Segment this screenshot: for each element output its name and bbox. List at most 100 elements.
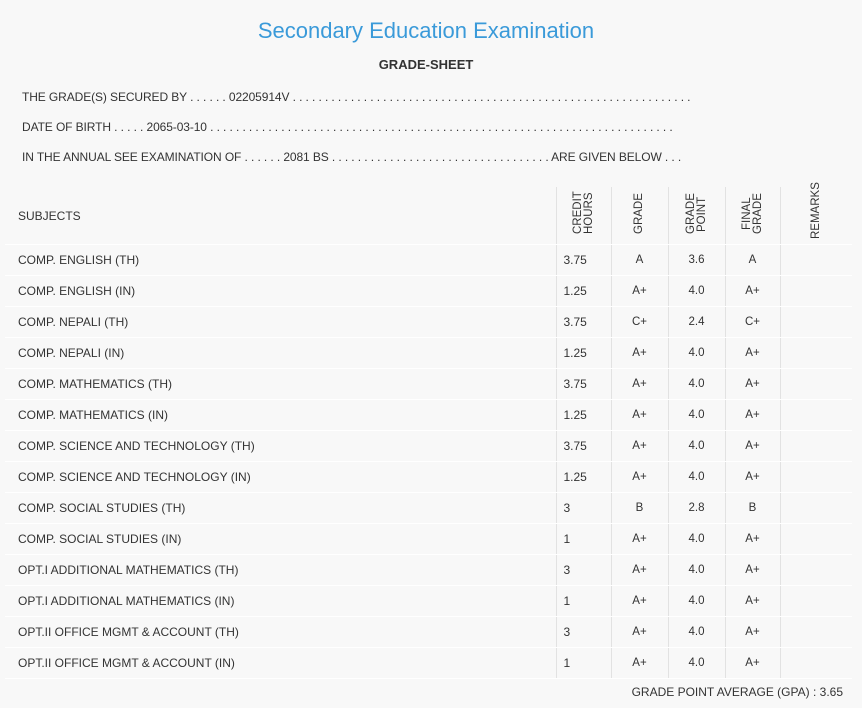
gpa-value: 3.65	[819, 685, 843, 699]
value-cell: 1	[555, 523, 611, 555]
value-cell: A+	[724, 523, 780, 555]
value-cell: 4.0	[667, 337, 725, 369]
value-cell: A+	[724, 430, 780, 462]
value-cell: 4.0	[667, 461, 725, 493]
value-cell: 4.0	[667, 275, 725, 307]
subtitle: GRADE-SHEET	[378, 57, 474, 72]
info-line: DATE OF BIRTH . . . . . 2065-03-10 . . .…	[22, 120, 673, 134]
table-row: COMP. MATHEMATICS (IN) 1.25 A+ 4.0 A+	[5, 399, 852, 431]
remarks-cell	[779, 306, 852, 338]
value-cell: 1	[555, 585, 611, 617]
remarks-cell	[779, 337, 852, 369]
subject-cell: OPT.II OFFICE MGMT & ACCOUNT (TH)	[5, 616, 556, 648]
subject-cell: COMP. SCIENCE AND TECHNOLOGY (IN)	[5, 461, 556, 493]
table-row: COMP. NEPALI (TH) 3.75 C+ 2.4 C+	[5, 306, 852, 338]
value-cell: 1	[555, 647, 611, 679]
value-cell: 4.0	[667, 368, 725, 400]
table-row: COMP. SOCIAL STUDIES (TH) 3 B 2.8 B	[5, 492, 852, 524]
value-cell: 1.25	[555, 275, 611, 307]
value-cell: A+	[724, 337, 780, 369]
value-cell: A	[724, 244, 780, 276]
table-row: COMP. MATHEMATICS (TH) 3.75 A+ 4.0 A+	[5, 368, 852, 400]
value-cell: B	[724, 492, 780, 524]
value-cell: A+	[724, 461, 780, 493]
subject-cell: COMP. SCIENCE AND TECHNOLOGY (TH)	[5, 430, 556, 462]
column-header: GRADE	[610, 187, 668, 245]
column-header: FINAL GRADE	[724, 187, 780, 245]
value-cell: A+	[610, 616, 668, 648]
value-cell: 4.0	[667, 523, 725, 555]
column-header-text: REMARKS	[809, 182, 822, 240]
remarks-cell	[779, 585, 852, 617]
value-cell: A+	[724, 399, 780, 431]
subject-cell: OPT.I ADDITIONAL MATHEMATICS (TH)	[5, 554, 556, 586]
value-cell: 1.25	[555, 399, 611, 431]
value-cell: A+	[610, 523, 668, 555]
value-cell: A	[610, 244, 668, 276]
column-header-text: FINAL GRADE	[740, 193, 764, 234]
subject-cell: COMP. NEPALI (IN)	[5, 337, 556, 369]
subject-cell: COMP. ENGLISH (TH)	[5, 244, 556, 276]
remarks-cell	[779, 523, 852, 555]
value-cell: 2.8	[667, 492, 725, 524]
value-cell: A+	[724, 647, 780, 679]
value-cell: A+	[610, 337, 668, 369]
table-row: COMP. NEPALI (IN) 1.25 A+ 4.0 A+	[5, 337, 852, 369]
value-cell: A+	[724, 368, 780, 400]
subject-cell: OPT.II OFFICE MGMT & ACCOUNT (IN)	[5, 647, 556, 679]
subject-cell: COMP. MATHEMATICS (TH)	[5, 368, 556, 400]
table-row: COMP. SCIENCE AND TECHNOLOGY (IN) 1.25 A+ 4…	[5, 461, 852, 493]
value-cell: 1.25	[555, 461, 611, 493]
remarks-cell	[779, 461, 852, 493]
value-cell: 4.0	[667, 430, 725, 462]
table-row: OPT.I ADDITIONAL MATHEMATICS (IN) 1 A+ 4.0 A…	[5, 585, 852, 617]
column-header-text: CREDIT HOURS	[571, 191, 595, 234]
column-header: CREDIT HOURS	[555, 187, 611, 245]
remarks-cell	[779, 244, 852, 276]
gpa-label: GRADE POINT AVERAGE (GPA) :	[631, 685, 817, 699]
value-cell: 4.0	[667, 399, 725, 431]
table-row: OPT.II OFFICE MGMT & ACCOUNT (IN) 1 A+ 4.0 A…	[5, 647, 852, 679]
value-cell: A+	[610, 647, 668, 679]
value-cell: A+	[610, 275, 668, 307]
subject-cell: COMP. SOCIAL STUDIES (IN)	[5, 523, 556, 555]
value-cell: 4.0	[667, 616, 725, 648]
value-cell: A+	[724, 616, 780, 648]
value-cell: 3.75	[555, 306, 611, 338]
value-cell: 3	[555, 554, 611, 586]
column-header: GRADE POINT	[667, 187, 725, 245]
value-cell: C+	[724, 306, 780, 338]
value-cell: 3.75	[555, 430, 611, 462]
table-row: COMP. SOCIAL STUDIES (IN) 1 A+ 4.0 A+	[5, 523, 852, 555]
column-header: SUBJECTS	[5, 187, 556, 245]
column-header-text: GRADE POINT	[684, 193, 708, 234]
remarks-cell	[779, 647, 852, 679]
remarks-cell	[779, 275, 852, 307]
table-row: OPT.II OFFICE MGMT & ACCOUNT (TH) 3 A+ 4.0 A…	[5, 616, 852, 648]
value-cell: 3	[555, 616, 611, 648]
gpa: GRADE POINT AVERAGE (GPA) : 3.65	[632, 685, 843, 699]
value-cell: A+	[724, 275, 780, 307]
value-cell: A+	[724, 585, 780, 617]
remarks-cell	[779, 554, 852, 586]
value-cell: A+	[724, 554, 780, 586]
remarks-cell	[779, 430, 852, 462]
table-row: OPT.I ADDITIONAL MATHEMATICS (TH) 3 A+ 4.0 A…	[5, 554, 852, 586]
subject-cell: COMP. SOCIAL STUDIES (TH)	[5, 492, 556, 524]
subject-cell: COMP. ENGLISH (IN)	[5, 275, 556, 307]
table-row: COMP. SCIENCE AND TECHNOLOGY (TH) 3.75 A+ 4…	[5, 430, 852, 462]
table-row: COMP. ENGLISH (IN) 1.25 A+ 4.0 A+	[5, 275, 852, 307]
value-cell: 3.75	[555, 368, 611, 400]
value-cell: 2.4	[667, 306, 725, 338]
value-cell: 1.25	[555, 337, 611, 369]
remarks-cell	[779, 368, 852, 400]
value-cell: A+	[610, 399, 668, 431]
subject-cell: COMP. MATHEMATICS (IN)	[5, 399, 556, 431]
remarks-cell	[779, 399, 852, 431]
value-cell: B	[610, 492, 668, 524]
value-cell: A+	[610, 430, 668, 462]
column-header-text: GRADE	[633, 193, 645, 234]
table-row: COMP. ENGLISH (TH) 3.75 A 3.6 A	[5, 244, 852, 276]
column-header: REMARKS	[779, 183, 852, 245]
